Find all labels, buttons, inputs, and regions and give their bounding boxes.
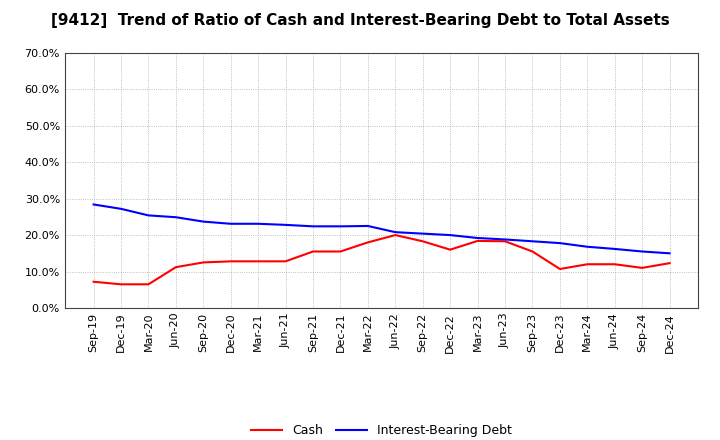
Interest-Bearing Debt (171, 215, 180, 220)
Cash (391, 232, 400, 238)
Interest-Bearing Debt (309, 224, 318, 229)
Interest-Bearing Debt (199, 219, 207, 224)
Interest-Bearing Debt (528, 238, 537, 244)
Cash (199, 260, 207, 265)
Cash (171, 264, 180, 270)
Interest-Bearing Debt (336, 224, 345, 229)
Cash (254, 259, 263, 264)
Cash (556, 266, 564, 271)
Interest-Bearing Debt (117, 206, 125, 212)
Cash (364, 240, 372, 245)
Cash (473, 238, 482, 244)
Cash (528, 249, 537, 254)
Interest-Bearing Debt (254, 221, 263, 227)
Interest-Bearing Debt (638, 249, 647, 254)
Cash (611, 262, 619, 267)
Line: Cash: Cash (94, 235, 670, 284)
Line: Interest-Bearing Debt: Interest-Bearing Debt (94, 205, 670, 253)
Cash (89, 279, 98, 284)
Cash (665, 260, 674, 266)
Cash (446, 247, 454, 252)
Interest-Bearing Debt (665, 251, 674, 256)
Interest-Bearing Debt (446, 232, 454, 238)
Cash (500, 238, 509, 244)
Interest-Bearing Debt (473, 235, 482, 241)
Cash (336, 249, 345, 254)
Interest-Bearing Debt (282, 222, 290, 227)
Cash (638, 265, 647, 271)
Cash (144, 282, 153, 287)
Interest-Bearing Debt (556, 241, 564, 246)
Text: [9412]  Trend of Ratio of Cash and Interest-Bearing Debt to Total Assets: [9412] Trend of Ratio of Cash and Intere… (50, 13, 670, 28)
Interest-Bearing Debt (500, 237, 509, 242)
Cash (117, 282, 125, 287)
Cash (418, 238, 427, 244)
Interest-Bearing Debt (391, 230, 400, 235)
Interest-Bearing Debt (611, 246, 619, 252)
Interest-Bearing Debt (418, 231, 427, 236)
Interest-Bearing Debt (583, 244, 592, 249)
Cash (583, 262, 592, 267)
Interest-Bearing Debt (364, 224, 372, 229)
Interest-Bearing Debt (89, 202, 98, 207)
Interest-Bearing Debt (144, 213, 153, 218)
Legend: Cash, Interest-Bearing Debt: Cash, Interest-Bearing Debt (246, 419, 517, 440)
Cash (282, 259, 290, 264)
Cash (309, 249, 318, 254)
Cash (226, 259, 235, 264)
Interest-Bearing Debt (226, 221, 235, 227)
